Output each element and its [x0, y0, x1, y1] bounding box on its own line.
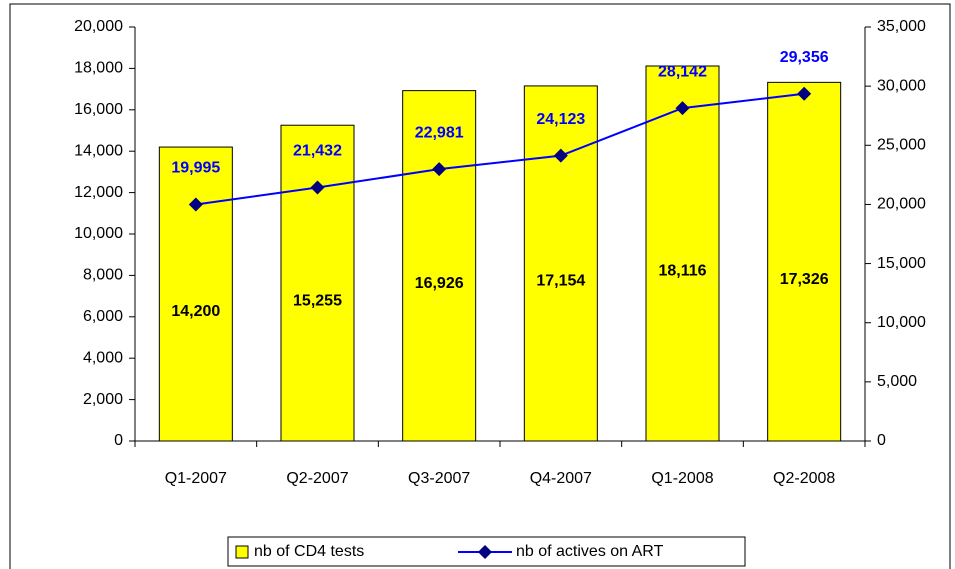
y2-tick-label: 30,000	[877, 77, 926, 94]
y-tick-label: 18,000	[74, 60, 123, 77]
y-tick-label: 16,000	[74, 101, 123, 118]
y-tick-label: 4,000	[83, 349, 123, 366]
bar	[645, 65, 720, 442]
x-tick-label: Q2-2007	[286, 470, 348, 487]
line-value-label: 28,142	[658, 63, 707, 80]
line-value-label: 21,432	[293, 143, 342, 160]
y-tick-label: 6,000	[83, 308, 123, 325]
legend-label: nb of CD4 tests	[254, 543, 364, 560]
line-value-label: 24,123	[536, 111, 585, 128]
x-tick-label: Q4-2007	[530, 470, 592, 487]
bar	[402, 90, 477, 442]
y2-tick-label: 35,000	[877, 18, 926, 35]
line-value-label: 29,356	[780, 49, 829, 66]
bar-value-label: 17,326	[780, 271, 829, 288]
y-tick-label: 10,000	[74, 225, 123, 242]
y2-tick-label: 15,000	[877, 255, 926, 272]
y2-tick-label: 10,000	[877, 314, 926, 331]
y2-tick-label: 25,000	[877, 137, 926, 154]
legend-swatch	[478, 545, 492, 559]
line-marker	[432, 162, 447, 177]
y-tick-label: 20,000	[74, 18, 123, 35]
bar-value-label: 14,200	[171, 303, 220, 320]
line-marker	[188, 197, 203, 212]
bar-value-label: 15,255	[293, 292, 342, 309]
x-tick-label: Q3-2007	[408, 470, 470, 487]
line-marker	[675, 101, 690, 116]
bar-value-label: 18,116	[658, 263, 706, 280]
y-tick-label: 0	[114, 432, 123, 449]
bar	[523, 85, 598, 442]
line-value-label: 22,981	[415, 124, 464, 141]
legend-label: nb of actives on ART	[516, 543, 664, 560]
y-tick-label: 14,000	[74, 142, 123, 159]
line	[195, 92, 805, 206]
line-marker	[310, 180, 325, 195]
y-tick-label: 12,000	[74, 184, 123, 201]
line-marker	[553, 148, 568, 163]
bar-value-label: 17,154	[536, 273, 585, 290]
line-value-label: 19,995	[171, 160, 220, 177]
line-marker	[797, 86, 812, 101]
x-tick-label: Q1-2008	[651, 470, 713, 487]
x-tick-label: Q2-2008	[773, 470, 835, 487]
bar	[158, 146, 233, 442]
y2-tick-label: 0	[877, 432, 886, 449]
legend-swatch	[235, 545, 249, 559]
x-tick-label: Q1-2007	[165, 470, 227, 487]
y2-tick-label: 20,000	[877, 196, 926, 213]
y2-tick-label: 5,000	[877, 373, 917, 390]
y-tick-label: 8,000	[83, 267, 123, 284]
bar	[767, 81, 842, 442]
bar-value-label: 16,926	[415, 275, 464, 292]
y-tick-label: 2,000	[83, 391, 123, 408]
bar	[280, 124, 355, 442]
